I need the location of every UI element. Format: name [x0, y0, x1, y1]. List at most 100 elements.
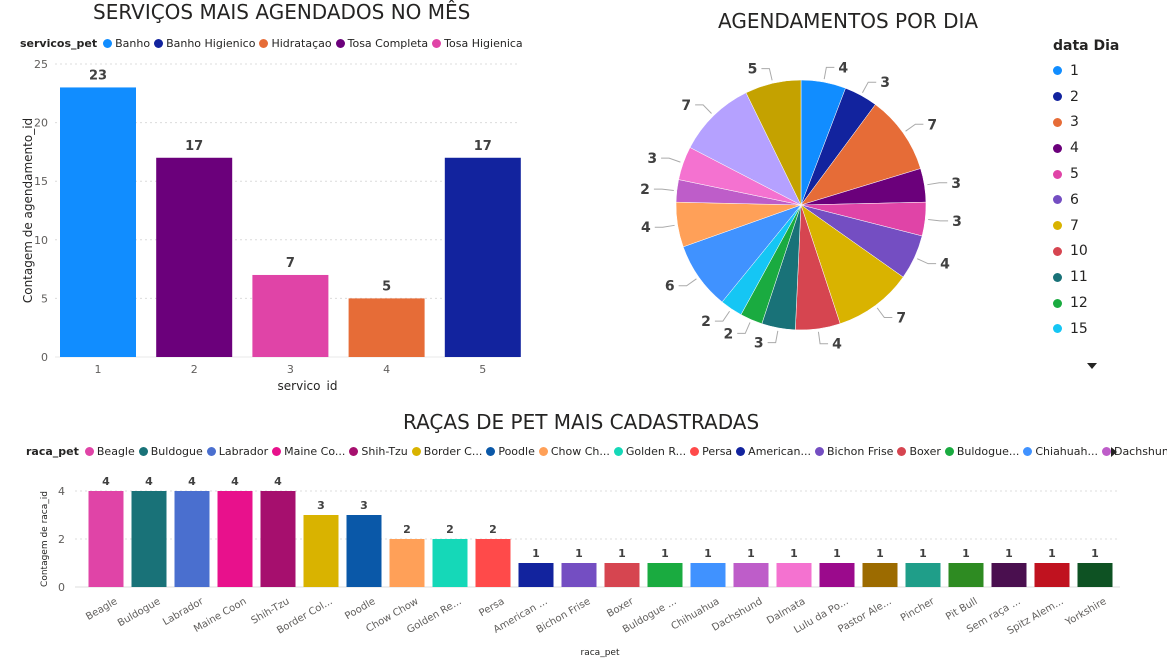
bar[interactable]: [948, 563, 984, 587]
legend-dot-icon: [103, 39, 113, 48]
breeds-legend-item[interactable]: Labrador: [206, 445, 268, 458]
services-legend-item[interactable]: Tosa Higienica: [432, 37, 523, 50]
pie-slice[interactable]: [800, 204, 904, 325]
bar[interactable]: [432, 539, 468, 587]
bar[interactable]: [444, 157, 521, 357]
breeds-legend-item[interactable]: Buldogue...: [944, 445, 1019, 458]
bar[interactable]: [776, 563, 812, 587]
data-label: 2: [723, 326, 733, 342]
pie-slice[interactable]: [689, 92, 802, 206]
services-legend-item[interactable]: Hidrataçao: [259, 37, 332, 50]
days-legend-item[interactable]: 15: [1053, 316, 1119, 342]
days-legend-item[interactable]: 3: [1053, 110, 1119, 136]
bar[interactable]: [303, 515, 339, 587]
bar[interactable]: [60, 87, 136, 357]
services-legend-item[interactable]: Tosa Completa: [335, 37, 428, 50]
legend-dot-icon: [944, 447, 954, 456]
days-legend-item[interactable]: 11: [1053, 264, 1119, 290]
bar[interactable]: [389, 539, 425, 587]
bar[interactable]: [819, 563, 855, 587]
days-legend: data Dia 1 2 3 4 5 6 7 10 11 12 15: [1053, 38, 1119, 342]
breeds-legend-item[interactable]: Bichon Frise: [815, 445, 893, 458]
leader-line: [817, 331, 829, 345]
data-label: 4: [188, 475, 196, 488]
breeds-legend-item[interactable]: Boxer: [897, 445, 941, 458]
data-label: 7: [927, 117, 937, 133]
days-legend-item[interactable]: 12: [1053, 290, 1119, 316]
data-label: 4: [231, 475, 239, 488]
bar[interactable]: [905, 563, 941, 587]
breeds-legend-item[interactable]: American...: [736, 445, 811, 458]
bar[interactable]: [733, 563, 769, 587]
legend-dot-icon: [1053, 246, 1062, 256]
data-label: 17: [474, 139, 492, 154]
breeds-legend-item[interactable]: Beagle: [84, 445, 135, 458]
breeds-legend-item[interactable]: Chiahuah...: [1023, 445, 1098, 458]
bar[interactable]: [561, 563, 597, 587]
bar[interactable]: [156, 157, 233, 357]
breeds-legend-item[interactable]: Golden R...: [613, 445, 687, 458]
services-legend-label: Banho: [115, 37, 151, 50]
days-legend-item[interactable]: 7: [1053, 213, 1119, 239]
services-legend-item[interactable]: Banho Higienico: [154, 37, 255, 50]
days-legend-item[interactable]: 6: [1053, 187, 1119, 213]
days-legend-item[interactable]: 2: [1053, 84, 1119, 110]
bar[interactable]: [348, 298, 425, 357]
bar[interactable]: [174, 491, 210, 587]
days-legend-item[interactable]: 4: [1053, 135, 1119, 161]
legend-dot-icon: [613, 447, 623, 456]
bar[interactable]: [346, 515, 382, 587]
bar[interactable]: [690, 563, 726, 587]
data-label: 5: [382, 279, 391, 294]
breeds-legend-item[interactable]: Persa: [690, 445, 732, 458]
bar[interactable]: [475, 539, 511, 587]
bar[interactable]: [260, 491, 296, 587]
bar[interactable]: [991, 563, 1027, 587]
leader-line: [905, 123, 924, 132]
legend-scroll-right-icon[interactable]: [1109, 445, 1119, 459]
breeds-legend-item[interactable]: Dachshund: [1101, 445, 1167, 458]
data-label: 1: [876, 547, 884, 560]
breeds-legend-item[interactable]: Buldogue: [138, 445, 203, 458]
bar[interactable]: [217, 491, 253, 587]
leader-line: [876, 307, 893, 319]
data-label: 4: [832, 337, 842, 353]
data-label: 3: [754, 336, 764, 352]
data-label: 1: [833, 547, 841, 560]
days-legend-label: 11: [1070, 269, 1088, 286]
bar[interactable]: [131, 491, 167, 587]
breeds-legend-item[interactable]: Chow Ch...: [538, 445, 610, 458]
bar[interactable]: [252, 274, 329, 357]
pie-slice[interactable]: [800, 104, 921, 206]
breeds-legend-label: Golden R...: [625, 445, 687, 458]
days-legend-item[interactable]: 1: [1053, 58, 1119, 84]
breeds-legend-item[interactable]: Border C...: [411, 445, 482, 458]
data-label: 4: [145, 475, 153, 488]
data-label: 4: [940, 257, 950, 273]
days-legend-label: 7: [1070, 217, 1079, 234]
leader-line: [714, 310, 730, 322]
services-legend-item[interactable]: Banho: [103, 37, 150, 50]
bar[interactable]: [1034, 563, 1070, 587]
bar[interactable]: [88, 491, 124, 587]
breeds-legend-label: Beagle: [96, 445, 135, 458]
data-label: 2: [640, 182, 650, 198]
bar[interactable]: [518, 563, 554, 587]
days-legend-item[interactable]: 5: [1053, 161, 1119, 187]
bar[interactable]: [862, 563, 898, 587]
days-legend-item[interactable]: 10: [1053, 239, 1119, 265]
leader-line: [927, 182, 948, 186]
bar[interactable]: [604, 563, 640, 587]
breeds-legend-item[interactable]: Maine Co...: [272, 445, 345, 458]
breeds-legend-item[interactable]: Shih-Tzu: [349, 445, 408, 458]
pie-slice[interactable]: [745, 79, 802, 206]
x-tick-label: Beagle: [84, 596, 119, 623]
bar[interactable]: [647, 563, 683, 587]
legend-scroll-down-icon[interactable]: [1085, 361, 1099, 371]
breeds-legend-item[interactable]: Poodle: [486, 445, 535, 458]
leader-line: [823, 66, 835, 80]
data-label: 4: [838, 60, 848, 76]
services-legend-label: Hidrataçao: [271, 37, 332, 50]
days-legend-label: 15: [1070, 320, 1088, 337]
bar[interactable]: [1077, 563, 1113, 587]
